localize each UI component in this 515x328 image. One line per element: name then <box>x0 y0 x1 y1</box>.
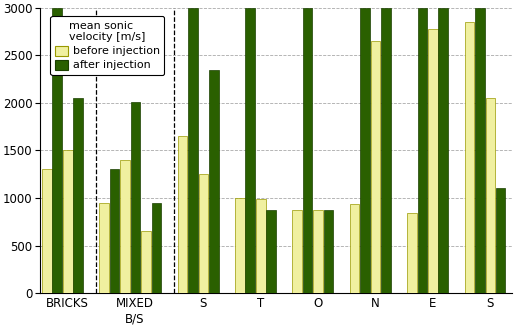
Bar <box>381 8 391 293</box>
Bar <box>151 203 161 293</box>
Bar <box>178 136 187 293</box>
Bar <box>73 98 83 293</box>
Bar <box>371 41 381 293</box>
Bar <box>486 98 495 293</box>
Bar <box>293 210 302 293</box>
Bar <box>99 203 109 293</box>
Bar <box>110 170 119 293</box>
Bar <box>199 174 208 293</box>
Bar <box>475 8 485 293</box>
Bar <box>42 170 52 293</box>
Bar <box>256 199 266 293</box>
Bar <box>465 22 474 293</box>
Bar <box>360 8 370 293</box>
Bar <box>63 151 73 293</box>
Bar <box>141 231 151 293</box>
Bar <box>235 198 245 293</box>
Bar <box>418 8 427 293</box>
Bar <box>324 210 333 293</box>
Bar <box>245 8 255 293</box>
Bar <box>407 213 417 293</box>
Bar <box>188 8 198 293</box>
Bar <box>428 29 438 293</box>
Bar <box>303 8 313 293</box>
Bar <box>438 8 448 293</box>
Bar <box>314 210 323 293</box>
Legend: before injection, after injection: before injection, after injection <box>50 16 164 75</box>
Bar <box>53 8 62 293</box>
Bar <box>496 189 506 293</box>
Bar <box>121 160 130 293</box>
Bar <box>131 102 140 293</box>
Bar <box>266 210 276 293</box>
Bar <box>350 204 359 293</box>
Bar <box>209 70 218 293</box>
